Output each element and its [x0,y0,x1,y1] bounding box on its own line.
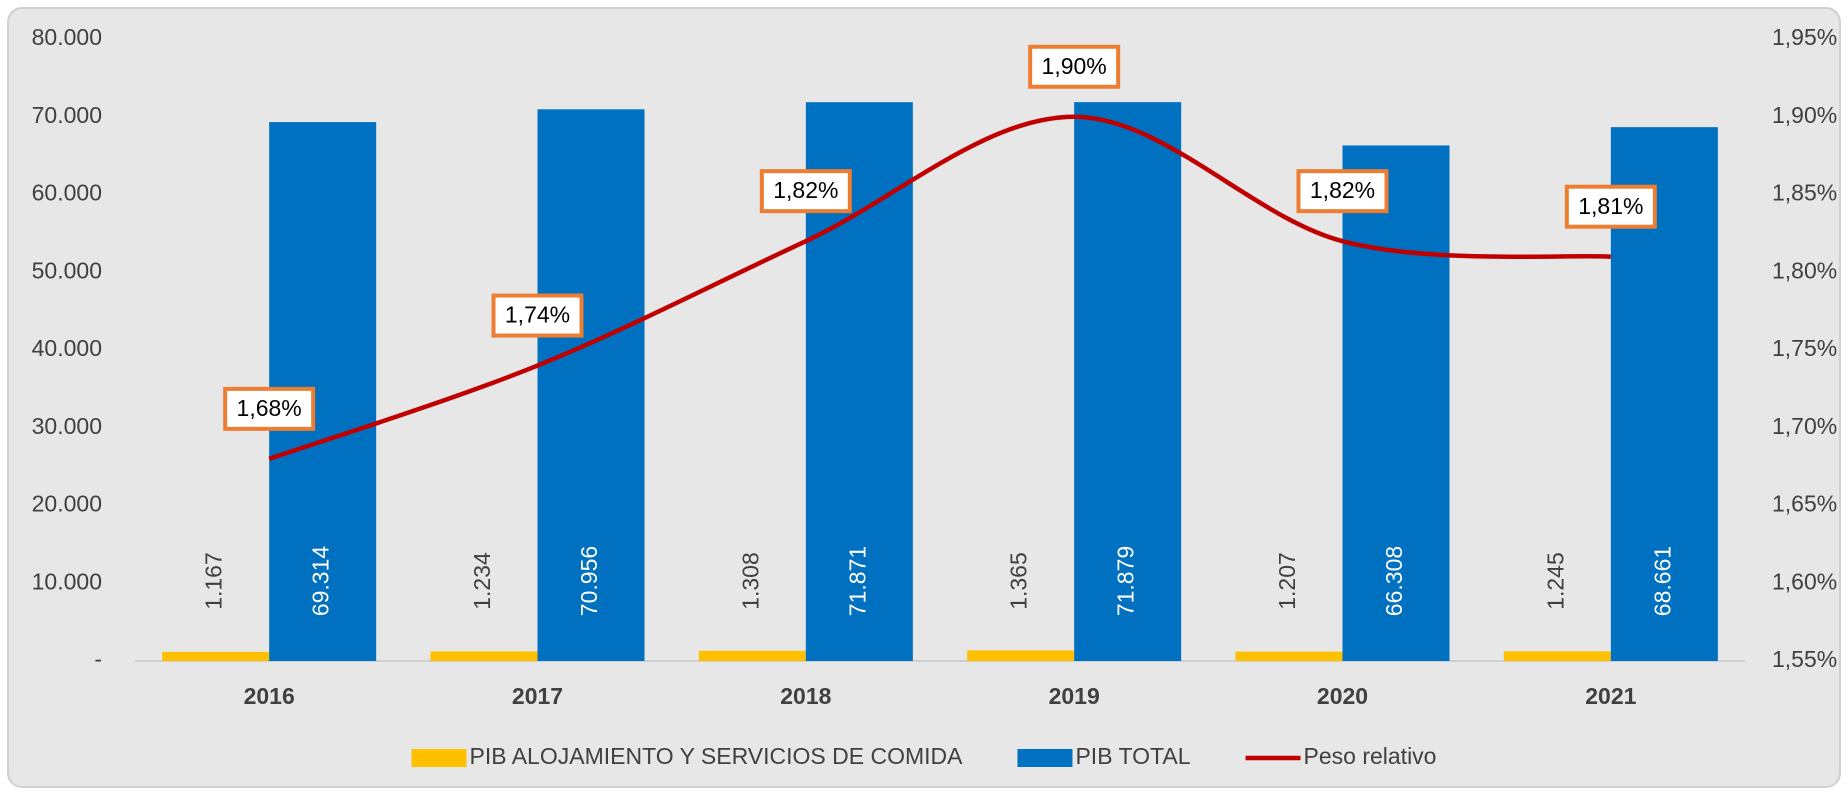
line [268,114,1611,461]
x-tick-label: 2021 [1585,683,1636,709]
label-box [759,169,852,214]
data-label: 70.956 [576,546,602,616]
data-label: 1,82% [1310,177,1375,203]
y2-tick-label: 1,75% [1772,335,1837,361]
label-box [491,293,584,338]
legend-key [411,749,467,767]
label-box [223,386,316,431]
x-tick-label: 2016 [244,683,295,709]
bar [1503,651,1611,661]
bar [430,651,538,661]
data-label: 69.314 [308,546,334,617]
y-tick-label: 30.000 [32,413,102,439]
legend-label: Peso relativo [1304,743,1437,769]
data-label: 1.167 [201,552,227,610]
bar [1074,102,1182,662]
y2-tick-label: 1,60% [1772,568,1837,594]
legend-label: PIB TOTAL [1075,743,1190,769]
data-label: 1.365 [1006,552,1032,610]
bar [537,109,645,662]
bar [1235,651,1343,661]
data-label: 1,81% [1578,193,1643,219]
y2-tick-label: 1,80% [1772,257,1837,283]
data-label-box: 1,68% [223,386,316,431]
bar [967,650,1075,661]
y-tick-label: 60.000 [32,180,102,206]
y-tick-label: - [94,646,102,672]
y-tick-label: 70.000 [32,102,102,128]
y2-tick-label: 1,70% [1772,413,1837,439]
legend-key [1017,749,1073,767]
data-label: 1.234 [469,552,495,610]
data-label: 71.871 [844,546,870,616]
data-label: 1.308 [737,552,763,610]
bar [698,650,806,661]
y2-tick-label: 1,65% [1772,491,1837,517]
y-tick-label: 80.000 [32,24,102,50]
data-label-box: 1,74% [491,293,584,338]
data-label-box: 1,81% [1564,184,1657,229]
y2-tick-label: 1,90% [1772,102,1837,128]
legend-label: PIB ALOJAMIENTO Y SERVICIOS DE COMIDA [470,743,964,769]
y-tick-label: 50.000 [32,257,102,283]
data-label-box: 1,82% [1296,169,1389,214]
y-tick-label: 40.000 [32,335,102,361]
data-label: 71.879 [1113,546,1139,616]
data-label: 68.661 [1649,546,1675,616]
label-box [1028,44,1121,89]
bar [162,651,270,661]
y-tick-label: 20.000 [32,491,102,517]
data-label: 1,82% [773,177,838,203]
data-label: 1.207 [1274,552,1300,610]
data-label: 1,68% [237,395,302,421]
bar [1342,145,1450,661]
y2-tick-label: 1,55% [1772,646,1837,672]
label-box [1564,184,1657,229]
data-label: 1,74% [505,302,570,328]
x-tick-label: 2018 [780,683,831,709]
data-label: 66.308 [1381,546,1407,616]
y2-tick-label: 1,95% [1772,24,1837,50]
data-label: 1.245 [1542,552,1568,610]
x-tick-label: 2020 [1317,683,1368,709]
data-label-box: 1,90% [1028,44,1121,89]
legend: PIB ALOJAMIENTO Y SERVICIOS DE COMIDA PIB… [411,743,1437,769]
x-tick-label: 2019 [1049,683,1100,709]
data-label-box: 1,82% [759,169,852,214]
data-label: 1,90% [1042,53,1107,79]
y-tick-label: 10.000 [32,568,102,594]
label-box [1296,169,1389,214]
x-tick-label: 2017 [512,683,563,709]
y2-tick-label: 1,85% [1772,180,1837,206]
